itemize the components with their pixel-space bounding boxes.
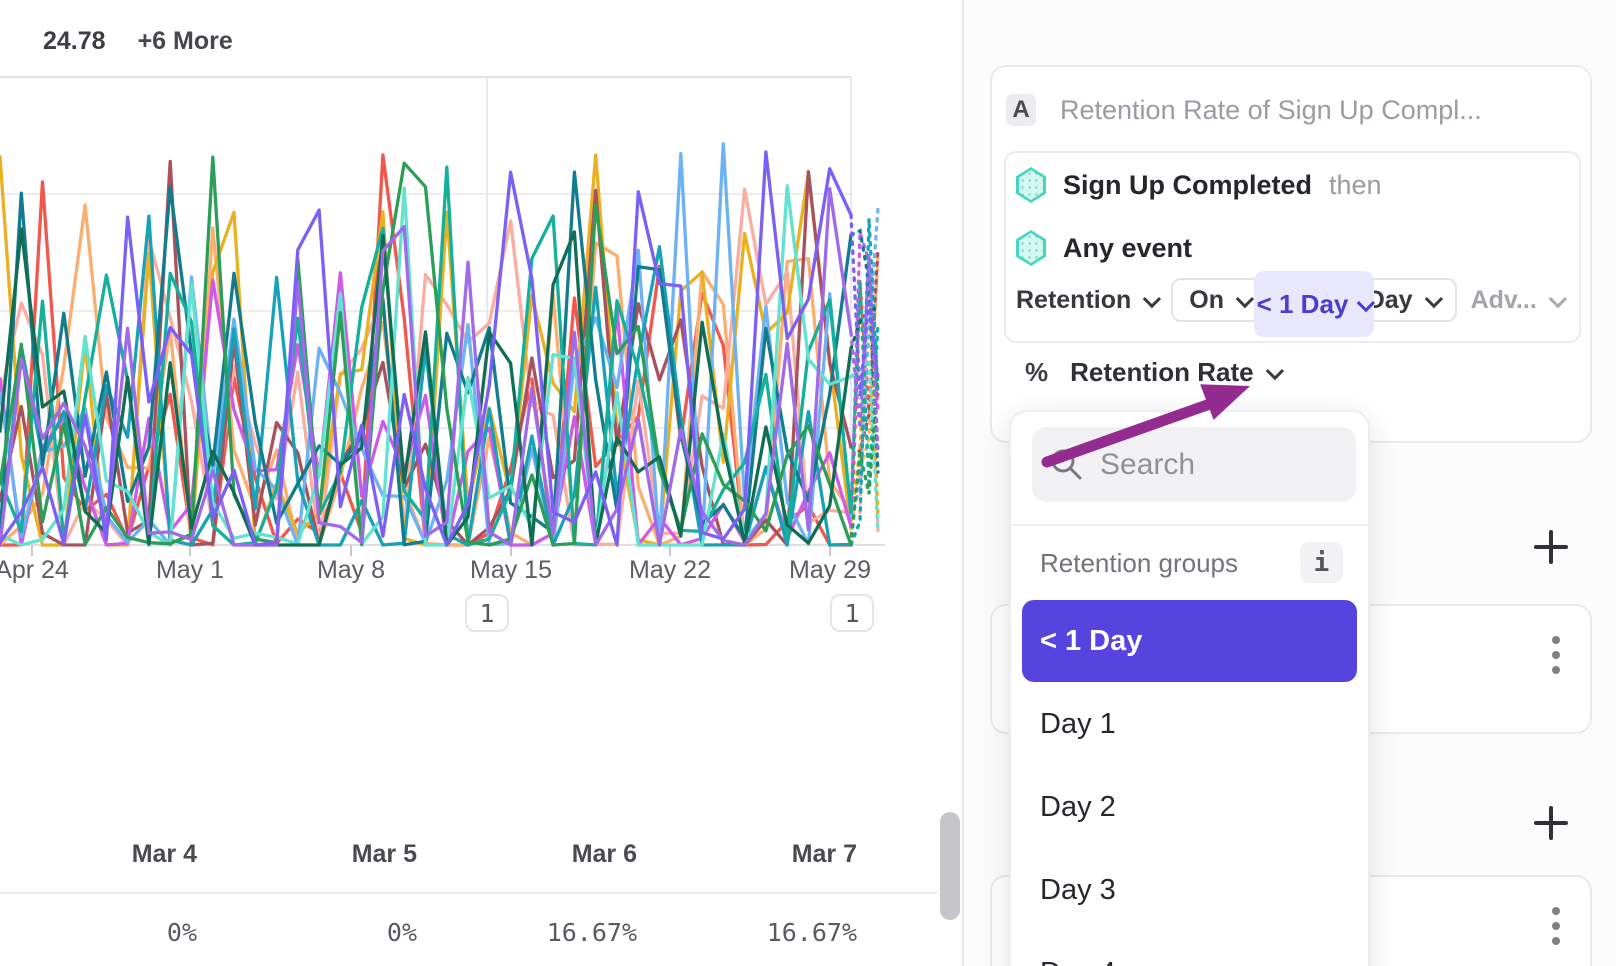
kebab-menu-icon[interactable] (1546, 901, 1566, 951)
chevron-down-icon (1548, 289, 1567, 308)
metric-row: % Retention Rate (1025, 349, 1284, 395)
dropdown-item-day-2[interactable]: Day 2 (1040, 790, 1116, 823)
series-badge: A (1006, 94, 1036, 126)
kebab-menu-icon[interactable] (1546, 630, 1566, 680)
x-axis-label: May 1 (155, 556, 225, 584)
legend-swatch[interactable] (8, 31, 29, 52)
x-axis-label: Apr 24 (0, 556, 69, 584)
retention-group-value: < 1 Day (1256, 288, 1349, 319)
dropdown-item-1-day[interactable]: < 1 Day (1022, 600, 1357, 682)
percent-metric-icon: % (1025, 356, 1049, 387)
chart-section: 24.78 +6 More Apr 24 May 1 May 8 May 15 May … (0, 26, 960, 947)
add-metric-button[interactable] (1534, 530, 1568, 564)
table-header-cell: Mar 7 (791, 840, 857, 868)
table-header-cell: Mar 5 (351, 840, 417, 868)
search-input[interactable] (1098, 446, 1332, 483)
chevron-down-icon (1235, 289, 1255, 308)
table-value-cell: 16.67% (546, 918, 637, 947)
dropdown-item-day-3[interactable]: Day 3 (1040, 873, 1116, 906)
right-panel: A Retention Rate of Sign Up Compl... Sig… (962, 0, 1616, 966)
dropdown-item-day-1[interactable]: Day 1 (1040, 707, 1116, 740)
chevron-down-icon (1357, 293, 1376, 312)
add-metric-button-2[interactable] (1534, 806, 1568, 840)
search-box (1032, 427, 1356, 502)
x-axis-label: May 22 (629, 556, 711, 584)
retention-mode-label: Retention (1016, 285, 1132, 314)
card-header: A Retention Rate of Sign Up Compl... (1006, 94, 1482, 126)
then-label: then (1329, 169, 1382, 200)
start-event-row[interactable]: Sign Up Completed then (1016, 165, 1382, 205)
table-divider (0, 892, 938, 894)
event-hexagon-icon (1016, 167, 1046, 203)
return-event-row[interactable]: Any event (1016, 228, 1192, 268)
card-title: Retention Rate of Sign Up Compl... (1060, 94, 1482, 125)
retention-line-chart (0, 76, 885, 556)
dropdown-divider (1011, 524, 1368, 526)
table-value-cell: 0% (166, 918, 197, 947)
chevron-down-icon (1265, 361, 1284, 380)
table-value-cell: 16.67% (766, 918, 857, 947)
x-axis-label: May 29 (789, 556, 871, 584)
retention-group-chip[interactable]: < 1 Day (1254, 271, 1376, 337)
event-hexagon-icon (1016, 230, 1046, 266)
return-event-name[interactable]: Any event (1063, 232, 1193, 263)
table-value-cell: 0% (386, 918, 417, 947)
retention-group-dropdown: Retention groups i < 1 Day Day 1 Day 2 Day … (1009, 410, 1370, 966)
retention-mode-dropdown[interactable]: Retention (1016, 278, 1162, 322)
table-header-cell: Mar 6 (571, 840, 637, 868)
x-axis-label: May 15 (470, 556, 552, 584)
cohort-count-chip[interactable]: 1 (830, 594, 874, 632)
start-event-name[interactable]: Sign Up Completed (1063, 169, 1312, 200)
legend-value[interactable]: 24.78 (43, 26, 106, 55)
on-label: On (1189, 285, 1224, 314)
legend-more-button[interactable]: +6 More (137, 26, 233, 55)
chart-legend: 24.78 +6 More (8, 26, 233, 56)
group-section-label: Retention groups (1040, 548, 1239, 578)
retention-definition-card: A Retention Rate of Sign Up Compl... Sig… (990, 65, 1592, 443)
advanced-label: Adv... (1470, 285, 1537, 314)
dropdown-item-day-4[interactable]: Day 4 (1040, 932, 1340, 966)
info-icon[interactable]: i (1300, 542, 1343, 583)
vertical-scrollbar[interactable] (940, 812, 960, 920)
search-icon (1051, 449, 1082, 479)
chevron-down-icon (1143, 289, 1162, 308)
advanced-dropdown[interactable]: Adv... (1470, 278, 1567, 322)
table-header-cell: Mar 4 (131, 840, 197, 868)
chevron-down-icon (1424, 289, 1443, 308)
metric-dropdown[interactable]: Retention Rate (1070, 356, 1254, 387)
cohort-count-chip[interactable]: 1 (465, 594, 509, 632)
x-axis-label: May 8 (316, 556, 386, 584)
